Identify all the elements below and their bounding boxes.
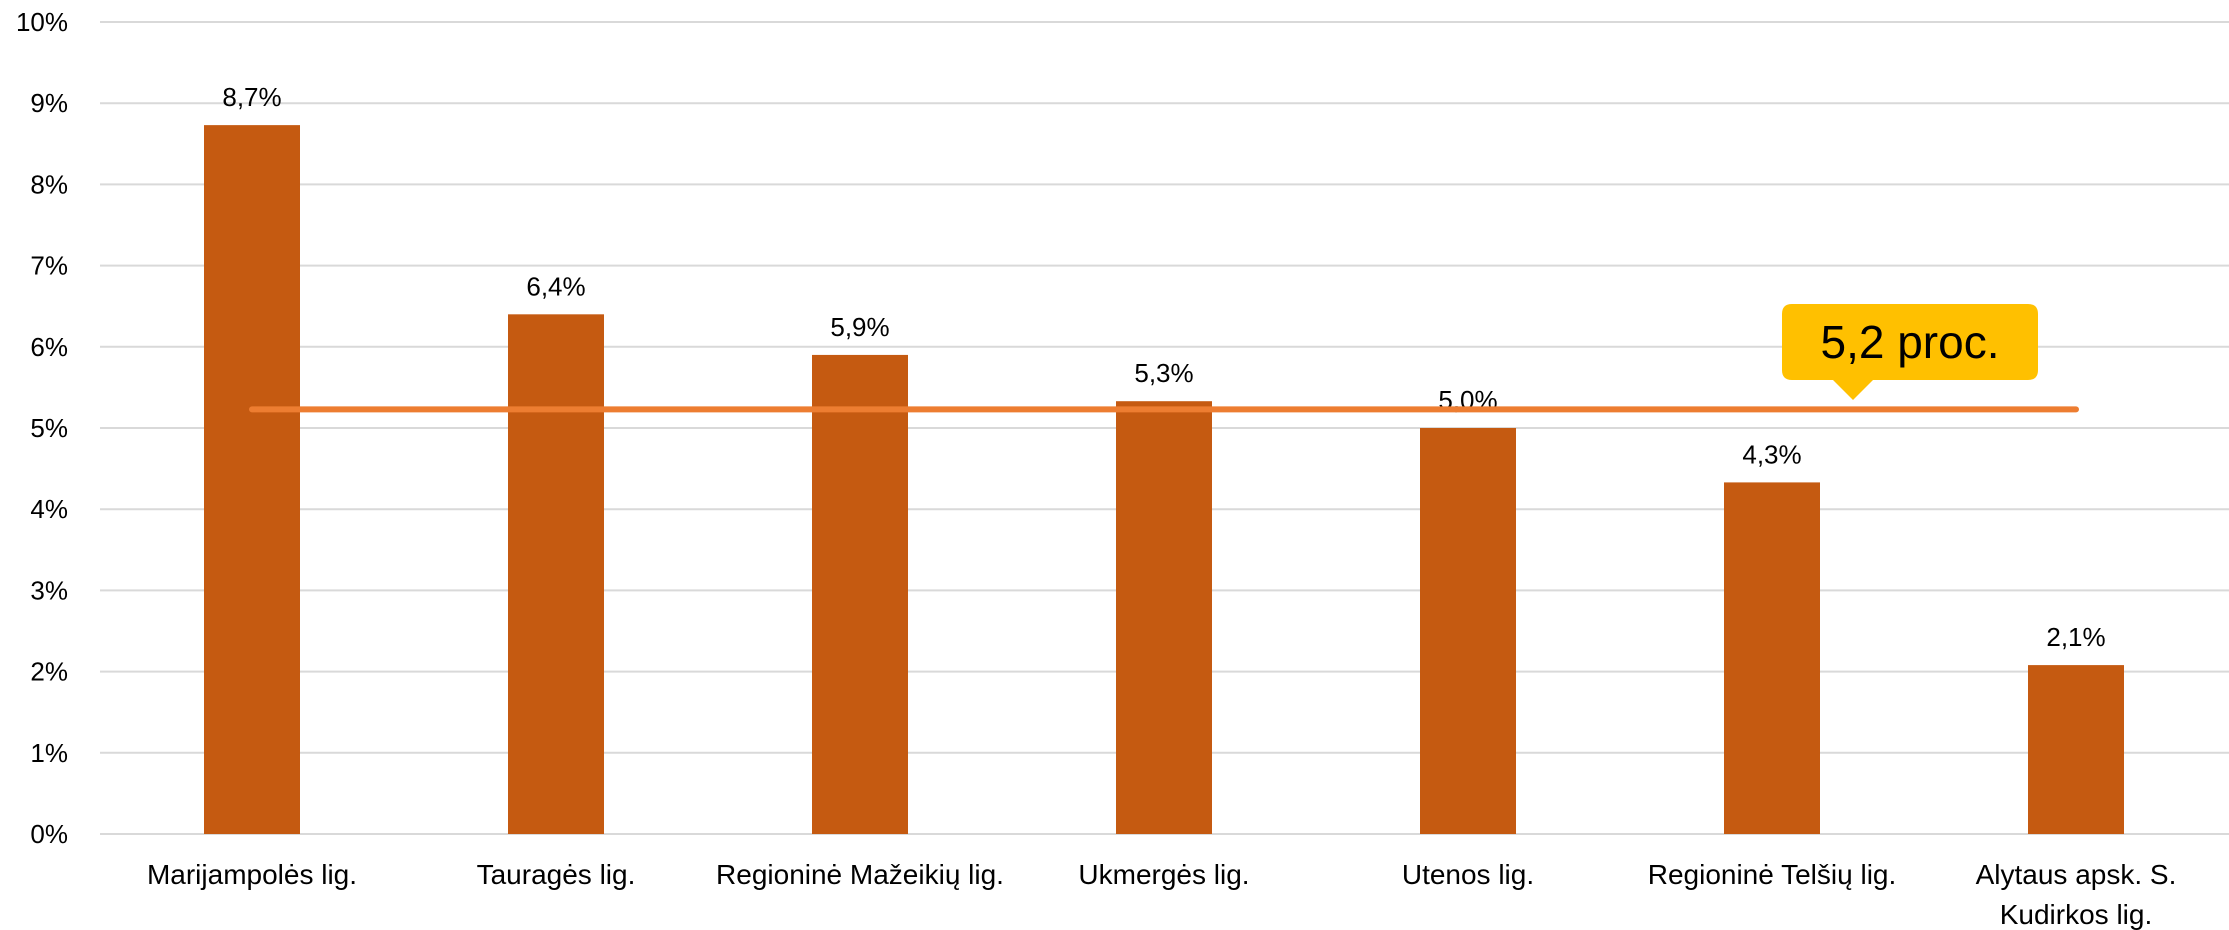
bar <box>812 355 908 834</box>
bar <box>1116 401 1212 834</box>
x-category-label-line: Regioninė Mažeikių lig. <box>716 859 1004 890</box>
x-category-label-line: Utenos lig. <box>1402 859 1534 890</box>
x-axis: Marijampolės lig. Tauragės lig. Regioninė … <box>147 859 2176 930</box>
x-category-label: Marijampolės lig. <box>147 859 357 890</box>
y-tick-label: 8% <box>30 169 68 199</box>
x-category-label: Tauragės lig. <box>477 859 636 890</box>
y-tick-label: 0% <box>30 819 68 849</box>
y-tick-label: 2% <box>30 657 68 687</box>
bar <box>204 125 300 834</box>
bar <box>1420 428 1516 834</box>
data-label: 5,9% <box>830 312 889 342</box>
x-category-label-line: Alytaus apsk. S. <box>1976 859 2177 890</box>
x-category-label-line: Tauragės lig. <box>477 859 636 890</box>
x-category-label: Alytaus apsk. S. Kudirkos lig. <box>1976 859 2177 930</box>
y-tick-label: 9% <box>30 88 68 118</box>
average-callout-label: 5,2 proc. <box>1821 316 2000 368</box>
bars <box>204 125 2124 834</box>
data-label: 8,7% <box>222 82 281 112</box>
y-tick-label: 1% <box>30 738 68 768</box>
x-category-label-line: Regioninė Telšių lig. <box>1648 859 1897 890</box>
x-category-label: Regioninė Telšių lig. <box>1648 859 1897 890</box>
data-label: 5,3% <box>1134 358 1193 388</box>
y-tick-label: 10% <box>16 7 68 37</box>
y-tick-label: 3% <box>30 575 68 605</box>
y-tick-label: 4% <box>30 494 68 524</box>
x-category-label-line: Ukmergės lig. <box>1078 859 1249 890</box>
x-category-label-line: Marijampolės lig. <box>147 859 357 890</box>
x-category-label-line: Kudirkos lig. <box>2000 899 2153 930</box>
bar <box>1724 482 1820 834</box>
y-tick-label: 5% <box>30 413 68 443</box>
y-axis: 0% 1% 2% 3% 4% 5% 6% 7% 8% 9% 10% <box>16 7 68 849</box>
x-category-label: Regioninė Mažeikių lig. <box>716 859 1004 890</box>
x-category-label: Utenos lig. <box>1402 859 1534 890</box>
x-category-label: Ukmergės lig. <box>1078 859 1249 890</box>
y-tick-label: 7% <box>30 251 68 281</box>
data-label: 6,4% <box>526 271 585 301</box>
bar <box>508 314 604 834</box>
y-tick-label: 6% <box>30 332 68 362</box>
data-label: 4,3% <box>1742 439 1801 469</box>
data-label: 2,1% <box>2046 622 2105 652</box>
bar <box>2028 665 2124 834</box>
